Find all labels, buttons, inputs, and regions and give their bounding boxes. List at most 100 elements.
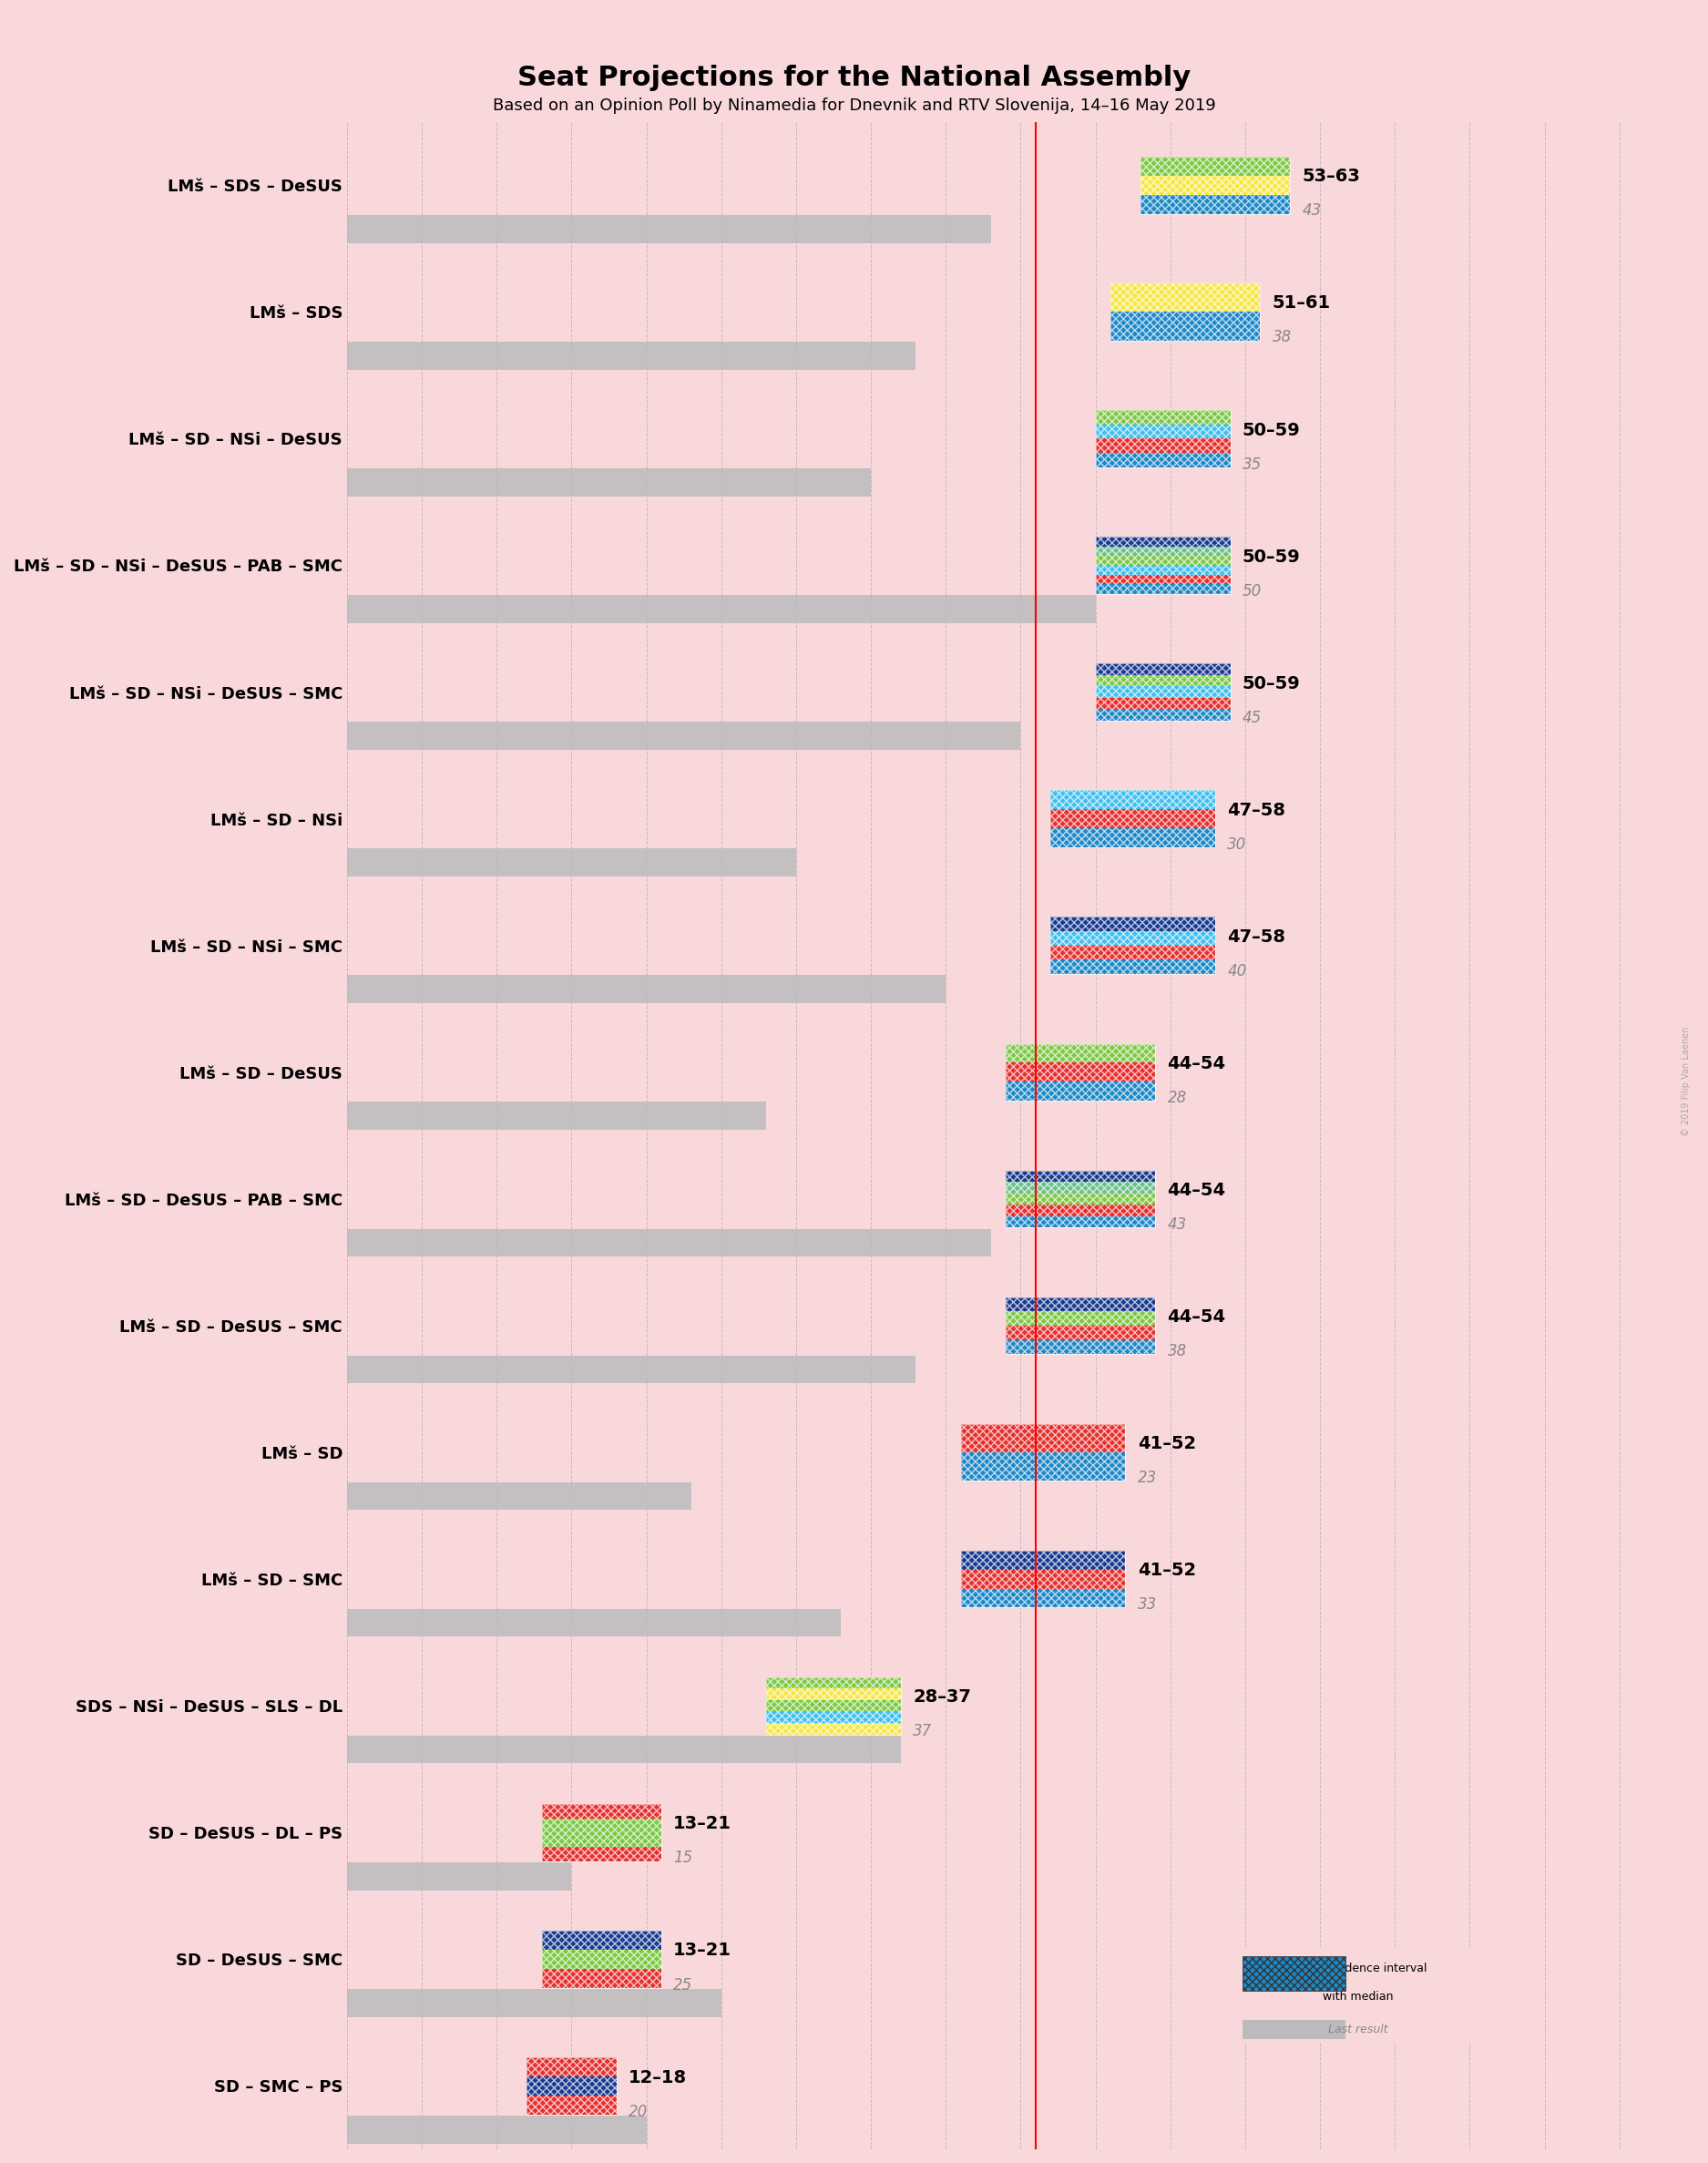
Bar	[1050, 917, 1216, 932]
Bar	[347, 722, 1021, 751]
Bar	[526, 2096, 617, 2115]
Bar	[1141, 156, 1290, 214]
Bar	[541, 1847, 661, 1860]
Bar	[526, 2076, 617, 2096]
Bar	[767, 1676, 900, 1689]
Text: 43: 43	[1301, 203, 1322, 218]
Text: 30: 30	[1228, 837, 1247, 852]
Bar	[1095, 411, 1230, 467]
Bar	[347, 1101, 767, 1129]
Bar	[1050, 789, 1216, 848]
Text: © 2019 Filip Van Laenen: © 2019 Filip Van Laenen	[1682, 1027, 1691, 1136]
Text: 15: 15	[673, 1849, 693, 1867]
Text: 45: 45	[1242, 709, 1262, 727]
Bar	[1006, 1298, 1155, 1311]
Bar	[962, 1588, 1126, 1607]
Bar	[1006, 1062, 1155, 1082]
Text: 13–21: 13–21	[673, 1815, 731, 1832]
Text: 51–61: 51–61	[1272, 294, 1331, 311]
Bar	[347, 1482, 692, 1510]
Bar	[1141, 195, 1290, 214]
Bar	[1095, 411, 1230, 424]
Text: 50–59: 50–59	[1242, 422, 1300, 439]
Bar	[767, 1711, 900, 1724]
Bar	[962, 1570, 1126, 1588]
Bar	[541, 1949, 661, 1968]
Bar	[541, 1804, 661, 1819]
Bar	[1006, 1339, 1155, 1354]
Bar	[1095, 565, 1230, 575]
Bar	[1243, 1955, 1346, 1990]
Bar	[1006, 1045, 1155, 1101]
Bar	[1050, 945, 1216, 960]
Bar	[1006, 1045, 1155, 1062]
Text: 28: 28	[1167, 1090, 1187, 1105]
Bar	[541, 1804, 661, 1860]
Bar	[1095, 584, 1230, 595]
Text: 44–54: 44–54	[1167, 1309, 1226, 1326]
Bar	[347, 1609, 840, 1637]
Text: 50–59: 50–59	[1242, 547, 1300, 565]
Text: 44–54: 44–54	[1167, 1181, 1226, 1198]
Bar	[1095, 664, 1230, 720]
Bar	[767, 1700, 900, 1711]
Bar	[1110, 311, 1261, 340]
Bar	[1095, 536, 1230, 547]
Bar	[1095, 699, 1230, 709]
Text: Seat Projections for the National Assembly: Seat Projections for the National Assemb…	[518, 65, 1190, 91]
Bar	[1095, 664, 1230, 675]
Bar	[1141, 175, 1290, 195]
Text: 47–58: 47–58	[1228, 928, 1286, 945]
Text: Last result: Last result	[1329, 2025, 1387, 2035]
Text: 43: 43	[1167, 1216, 1187, 1233]
Bar	[1095, 686, 1230, 699]
Text: 20: 20	[629, 2102, 647, 2120]
Bar	[347, 1356, 915, 1384]
Text: with median: with median	[1322, 1990, 1394, 2003]
Text: 38: 38	[1167, 1343, 1187, 1361]
Text: 53–63: 53–63	[1301, 169, 1360, 186]
Bar	[347, 1229, 991, 1257]
Bar	[347, 848, 796, 876]
Text: 95% confidence interval: 95% confidence interval	[1288, 1962, 1428, 1975]
Bar	[347, 469, 871, 495]
Bar	[526, 2057, 617, 2115]
Text: 50–59: 50–59	[1242, 675, 1300, 692]
Bar	[1095, 575, 1230, 584]
Text: 33: 33	[1138, 1596, 1156, 1614]
Text: 40: 40	[1228, 963, 1247, 980]
Text: 12–18: 12–18	[629, 2068, 687, 2085]
Text: 37: 37	[912, 1724, 933, 1739]
Bar	[962, 1551, 1126, 1570]
Bar	[1050, 828, 1216, 848]
Bar	[1006, 1326, 1155, 1339]
Text: 50: 50	[1242, 582, 1262, 599]
Bar	[1095, 709, 1230, 720]
Bar	[1095, 424, 1230, 439]
Bar	[1050, 917, 1216, 973]
Bar	[1006, 1082, 1155, 1101]
Bar	[1095, 439, 1230, 452]
Bar	[1095, 536, 1230, 595]
Bar	[526, 2057, 617, 2076]
Text: 13–21: 13–21	[673, 1942, 731, 1960]
Bar	[347, 214, 991, 242]
Text: 41–52: 41–52	[1138, 1436, 1196, 1454]
Bar	[1095, 452, 1230, 467]
Text: 41–52: 41–52	[1138, 1562, 1196, 1579]
Bar	[1006, 1181, 1155, 1194]
Bar	[541, 1832, 661, 1847]
Bar	[767, 1724, 900, 1735]
Bar	[1006, 1170, 1155, 1226]
Text: 28–37: 28–37	[912, 1689, 972, 1707]
Bar	[962, 1423, 1126, 1482]
Bar	[1141, 156, 1290, 175]
Bar	[962, 1551, 1126, 1607]
Text: 44–54: 44–54	[1167, 1056, 1226, 1073]
Bar	[767, 1676, 900, 1735]
Bar	[962, 1423, 1126, 1451]
Bar	[347, 595, 1095, 623]
Bar	[1006, 1170, 1155, 1181]
Text: Based on an Opinion Poll by Ninamedia for Dnevnik and RTV Slovenija, 14–16 May 2: Based on an Opinion Poll by Ninamedia fo…	[492, 97, 1216, 115]
Bar	[1050, 809, 1216, 828]
